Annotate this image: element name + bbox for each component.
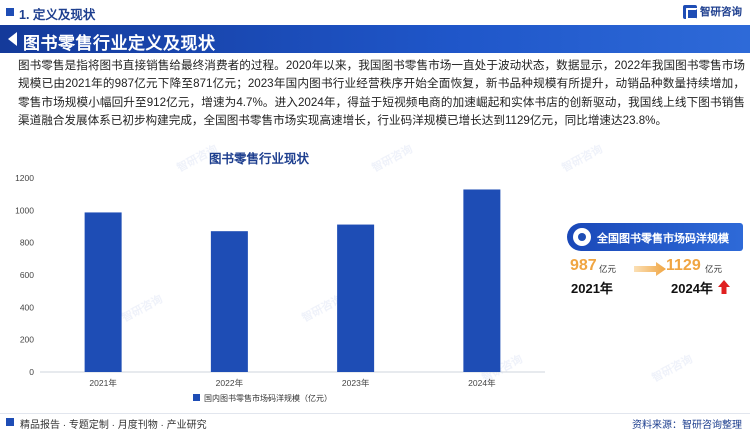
unit-2021: 亿元 <box>599 264 617 274</box>
value-2024: 1129 <box>666 257 701 274</box>
brand-logo: 智研咨询 <box>683 4 742 20</box>
arrow-up-icon <box>718 280 730 294</box>
bar <box>210 231 248 372</box>
top-header: 1. 定义及现状 智研咨询 <box>0 0 750 24</box>
summary-panel-title: 全国图书零售市场码洋规模 <box>597 233 729 245</box>
watermark: 智研咨询 <box>650 353 695 385</box>
y-tick-label: 600 <box>20 270 34 280</box>
logo-text: 智研咨询 <box>700 6 742 18</box>
intro-paragraph: 图书零售是指将图书直接销售给最终消费者的过程。2020年以来，我国图书零售市场一… <box>18 59 745 128</box>
footer-tagline: 精品报告 · 专题定制 · 月度刊物 · 产业研究 <box>20 420 207 431</box>
bar-chart: 0 200 400 600 800 1000 1200 2021年 2022年 2023年 2024… <box>15 173 545 403</box>
y-tick-label: 0 <box>29 367 34 377</box>
bar <box>463 189 501 372</box>
x-tick-label: 2021年 <box>89 378 117 388</box>
section-title: 1. 定义及现状 <box>19 8 96 22</box>
y-tick-label: 800 <box>20 238 34 248</box>
footer-divider <box>0 413 750 414</box>
x-tick-label: 2022年 <box>216 378 244 388</box>
y-tick-label: 200 <box>20 335 34 345</box>
x-tick-label: 2024年 <box>468 378 496 388</box>
summary-panel-header: 全国图书零售市场码洋规模 <box>567 223 743 251</box>
section-marker-icon <box>6 8 14 16</box>
triangle-left-icon <box>8 32 17 46</box>
arrow-right-icon <box>634 262 666 276</box>
watermark: 智研咨询 <box>560 143 605 175</box>
unit-2024: 亿元 <box>705 264 723 274</box>
legend-swatch <box>193 394 200 401</box>
value-2021: 987 <box>570 257 597 274</box>
year-2021: 2021年 <box>571 281 613 296</box>
logo-icon <box>683 4 698 20</box>
bar <box>84 212 122 372</box>
footer-source: 资料来源：智研咨询整理 <box>632 420 742 431</box>
title-banner: 图书零售行业定义及现状 <box>0 25 750 53</box>
footer-marker-icon <box>6 418 14 426</box>
y-tick-label: 1200 <box>15 173 34 183</box>
y-tick-label: 1000 <box>15 205 34 215</box>
chart-title: 图书零售行业现状 <box>209 152 310 166</box>
y-tick-label: 400 <box>20 302 34 312</box>
year-2024: 2024年 <box>671 281 713 296</box>
page-title: 图书零售行业定义及现状 <box>23 34 216 53</box>
circle-icon <box>573 228 591 246</box>
bar <box>337 224 375 372</box>
legend-label: 国内图书零售市场码洋规模（亿元） <box>204 393 332 403</box>
x-tick-label: 2023年 <box>342 378 370 388</box>
